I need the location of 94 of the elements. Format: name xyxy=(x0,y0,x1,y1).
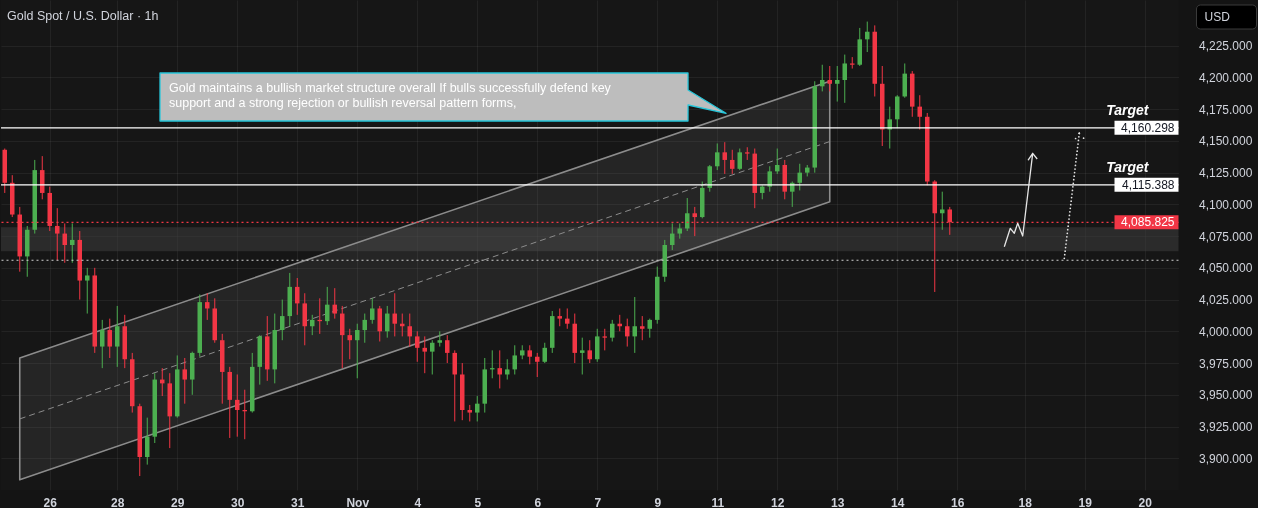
y-axis-title: USD xyxy=(1204,10,1231,24)
candlestick xyxy=(445,334,450,364)
candlestick xyxy=(505,358,510,381)
candlestick xyxy=(820,64,825,92)
x-tick-label: 13 xyxy=(831,495,845,510)
candlestick xyxy=(85,267,90,315)
candlestick xyxy=(475,395,480,422)
text: Gold Spot / U.S. Dollar · 1h xyxy=(7,9,159,23)
candlestick xyxy=(355,323,360,379)
x-tick-label: Nov xyxy=(346,495,370,510)
candlestick xyxy=(527,344,532,365)
y-tick-label: 4,025.000 xyxy=(1199,293,1253,308)
candlestick xyxy=(647,318,652,339)
y-tick-label: 4,000.000 xyxy=(1199,324,1253,339)
candlestick xyxy=(385,305,390,339)
candlestick xyxy=(715,142,720,171)
x-tick-label: 7 xyxy=(594,495,602,510)
x-tick-label: 19 xyxy=(1078,495,1093,510)
candlestick xyxy=(610,319,615,342)
y-tick-label: 3,925.000 xyxy=(1199,420,1253,435)
y-tick-label: 4,125.000 xyxy=(1199,166,1253,181)
y-tick-label: 3,900.000 xyxy=(1199,451,1253,466)
candlestick xyxy=(775,148,780,175)
candlestick xyxy=(865,21,870,53)
x-tick-label: 30 xyxy=(231,495,245,510)
y-tick-label: 4,150.000 xyxy=(1199,134,1253,149)
candlestick xyxy=(430,339,435,375)
candlestick xyxy=(670,222,675,251)
candlestick xyxy=(835,65,840,103)
y-tick-label: 3,950.000 xyxy=(1199,388,1253,403)
candlestick xyxy=(895,94,900,129)
candlestick xyxy=(310,314,315,336)
candlestick xyxy=(280,299,285,341)
x-tick-label: 29 xyxy=(171,495,185,510)
candlestick xyxy=(685,197,690,232)
candlestick xyxy=(565,307,570,330)
candlestick xyxy=(400,313,405,337)
candlestick xyxy=(340,305,345,369)
candlestick xyxy=(602,328,607,351)
candlestick xyxy=(737,148,742,171)
annotation: 4,085.825 xyxy=(1121,215,1175,230)
candlestick xyxy=(595,328,600,363)
candlestick xyxy=(332,287,337,320)
x-tick-label: 14 xyxy=(891,495,905,510)
candlestick xyxy=(940,191,945,231)
x-tick-label: 16 xyxy=(951,495,965,510)
y-tick-label: 3,975.000 xyxy=(1199,356,1253,371)
candlestick xyxy=(182,357,187,405)
x-tick-label: 5 xyxy=(474,495,482,510)
ref-line-label: Target xyxy=(1106,158,1150,175)
candlestick xyxy=(145,417,150,466)
y-tick-label: 4,100.000 xyxy=(1199,197,1253,212)
candlestick xyxy=(850,56,855,70)
x-tick-label: 4 xyxy=(414,495,422,510)
candlestick xyxy=(625,318,630,348)
x-tick-label: 28 xyxy=(111,495,125,510)
x-tick-label: 11 xyxy=(711,495,725,510)
annotation: Gold maintains a bullish market structure overall If bulls successfully defend key support and a strong rejection or bullish reversal pattern forms, xyxy=(169,81,612,110)
candlestick xyxy=(587,339,592,364)
candlestick xyxy=(115,305,120,368)
x-tick-label: 31 xyxy=(291,495,305,510)
annotation: 4,160.298 xyxy=(1121,120,1175,135)
candlestick xyxy=(842,54,847,104)
x-tick-label: 6 xyxy=(534,495,542,510)
candlestick xyxy=(40,155,45,200)
candlestick xyxy=(730,149,735,175)
candlestick xyxy=(100,319,105,369)
x-tick-label: 12 xyxy=(771,495,785,510)
candlestick xyxy=(827,65,832,92)
y-tick-label: 4,200.000 xyxy=(1199,70,1253,85)
candlestick xyxy=(415,330,420,363)
candlestick xyxy=(722,141,727,175)
y-tick-label: 4,075.000 xyxy=(1199,229,1253,244)
candlestick xyxy=(370,297,375,325)
candlestick xyxy=(325,286,330,326)
candlestick xyxy=(205,292,210,321)
candlestick xyxy=(580,337,585,375)
x-tick-label: 9 xyxy=(654,495,662,510)
x-tick-label: 18 xyxy=(1018,495,1033,510)
candlestick xyxy=(107,318,112,359)
y-tick-label: 4,050.000 xyxy=(1199,261,1253,276)
y-tick-label: 4,225.000 xyxy=(1199,39,1253,54)
annotation: 4,115.388 xyxy=(1122,177,1175,192)
candlestick xyxy=(295,277,300,316)
y-tick-label: 4,175.000 xyxy=(1199,102,1253,117)
candlestick xyxy=(70,222,75,264)
candlestick xyxy=(790,181,795,208)
candlestick xyxy=(235,373,240,438)
candlestick xyxy=(640,315,645,341)
ref-line-label: Target xyxy=(1106,101,1150,118)
x-tick-label: 26 xyxy=(43,495,58,510)
candlestick xyxy=(422,335,427,374)
x-tick-label: 20 xyxy=(1138,495,1153,510)
candlestick xyxy=(535,352,540,378)
